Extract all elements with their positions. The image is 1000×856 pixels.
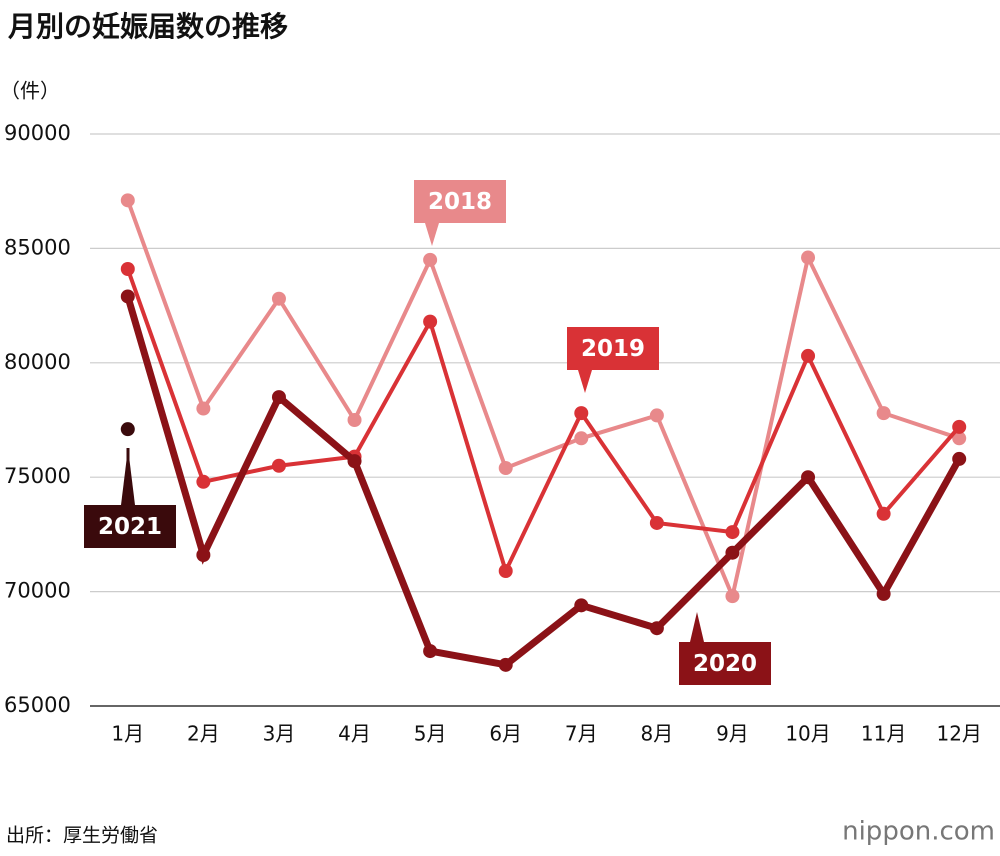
x-tick-label: 2月 [187,722,220,746]
data-point [120,261,135,276]
y-tick-label: 85000 [4,235,71,259]
data-point [952,431,967,446]
callout-pointer [578,370,592,393]
x-tick-label: 9月 [716,722,749,746]
data-point [120,422,135,437]
data-point [498,657,513,672]
x-tick-label: 7月 [565,722,598,746]
data-point [347,454,362,469]
data-point [649,408,664,423]
x-tick-label: 11月 [861,722,906,746]
data-point [725,589,740,604]
x-tick-label: 10月 [785,722,830,746]
legend-box [84,505,176,548]
legend-box [679,642,771,685]
legend-box [414,180,506,223]
x-tick-label: 3月 [263,722,296,746]
data-point [801,348,816,363]
data-point [952,451,967,466]
data-point [498,564,513,579]
logo: nippon.com [842,817,995,847]
x-tick-label: 12月 [936,722,981,746]
y-tick-label: 70000 [4,579,71,603]
data-point [271,390,286,405]
data-point [423,644,438,659]
data-point [649,621,664,636]
y-axis-label: （件） [0,79,60,103]
data-point [952,419,967,434]
y-tick-label: 90000 [4,121,71,145]
data-point [649,515,664,530]
x-tick-label: 5月 [414,722,447,746]
data-point [498,461,513,476]
data-point [725,525,740,540]
source: 出所：厚生労働省 [6,825,158,847]
data-point [423,314,438,329]
legend-label: 2019 [581,336,645,362]
legend-box [567,327,659,370]
data-point [196,547,211,562]
legend-label: 2018 [428,189,492,215]
data-point [725,545,740,560]
series-line [125,268,961,577]
chart-title: 月別の妊娠届数の推移 [7,10,288,43]
y-tick-label: 80000 [4,350,71,374]
y-tick-label: 75000 [4,464,71,488]
data-point [574,406,589,421]
data-point [196,474,211,489]
data-point [271,458,286,473]
legend-label: 2020 [693,651,757,677]
data-point [876,586,891,601]
data-point [876,506,891,521]
x-tick-label: 1月 [111,722,144,746]
series-line [124,295,963,669]
data-point [574,431,589,446]
series-line [125,199,960,603]
y-tick-label: 65000 [4,693,71,717]
legend-label: 2021 [98,514,162,540]
x-tick-label: 8月 [641,722,674,746]
data-point [876,406,891,421]
x-tick-label: 6月 [489,722,522,746]
callout-pointer [690,612,704,642]
data-point [120,193,135,208]
data-point [574,598,589,613]
callout-pointer [425,223,439,246]
data-point [120,289,135,304]
data-point [801,250,816,265]
data-point [271,291,286,306]
x-tick-label: 4月 [338,722,371,746]
data-point [423,252,438,267]
data-point [196,401,211,416]
data-point [347,413,362,427]
data-point [801,470,816,485]
